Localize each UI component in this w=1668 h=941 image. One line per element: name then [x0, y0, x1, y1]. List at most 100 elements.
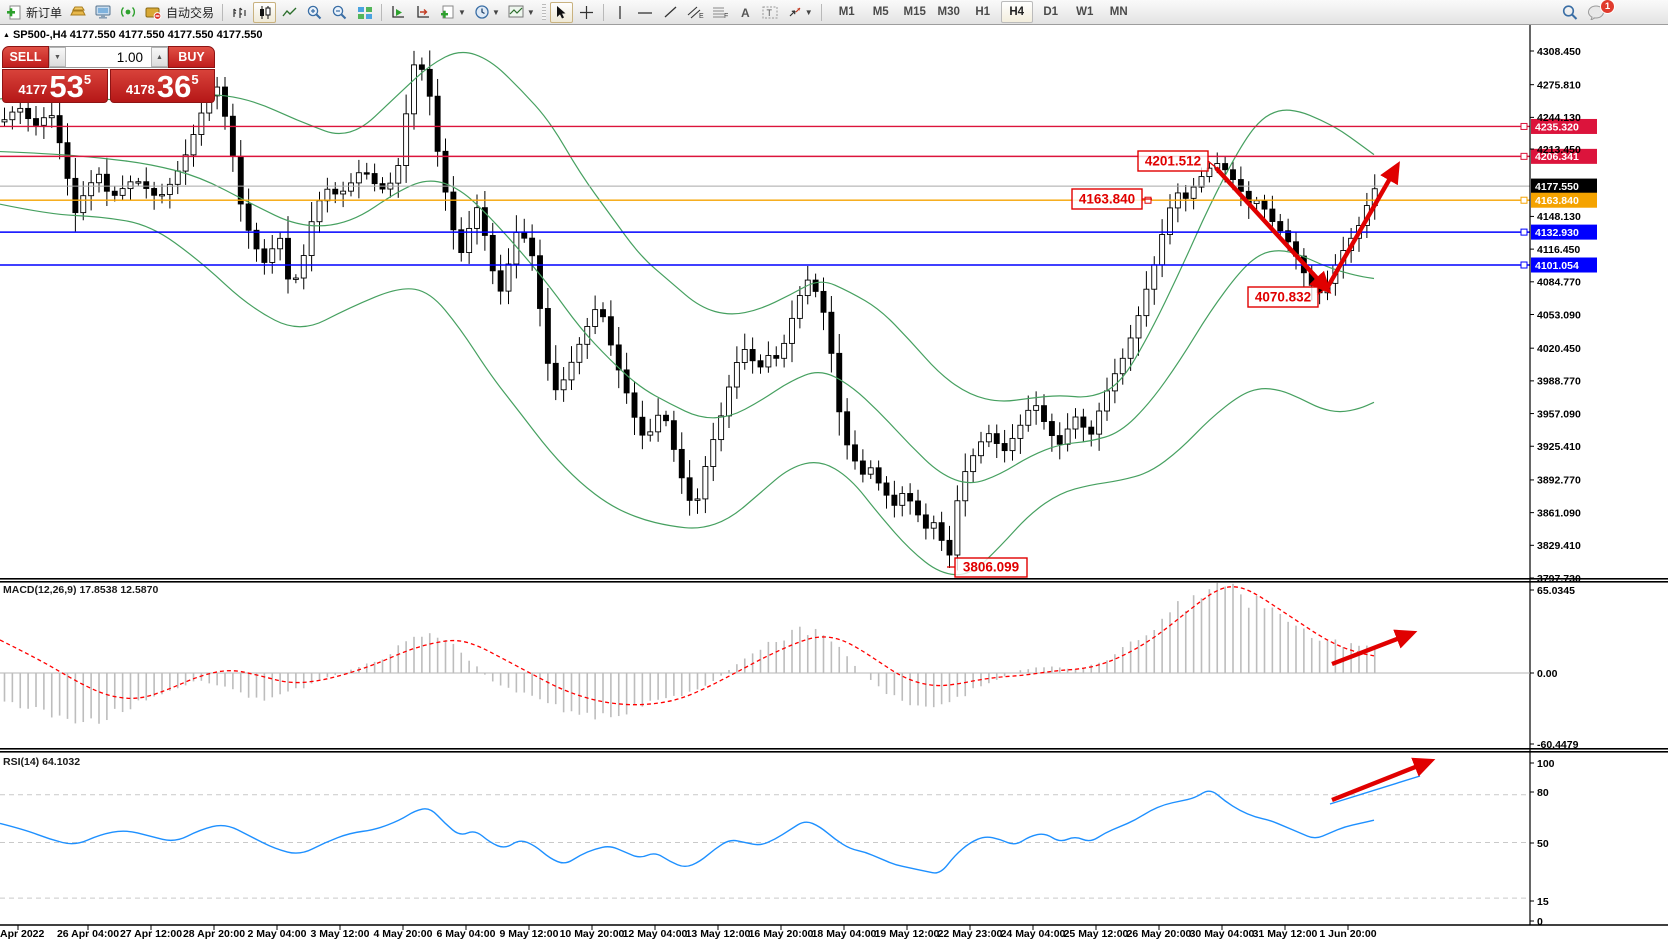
dropdown-caret-icon: ▼ [491, 7, 500, 17]
svg-text:4177.550: 4177.550 [1535, 181, 1579, 193]
time-axis-label: 4 May 20:00 [374, 928, 433, 940]
volume-decrease-button[interactable]: ▼ [49, 47, 66, 67]
buy-button[interactable]: BUY [168, 46, 215, 68]
pane-splitter[interactable] [0, 581, 1668, 583]
buy-price-integer: 4178 [125, 82, 155, 97]
text-icon: A [741, 6, 750, 19]
price-annotation-box[interactable] [954, 557, 1028, 578]
timeframe-w1[interactable]: W1 [1076, 6, 1094, 18]
price-annotation-box[interactable] [1247, 286, 1319, 308]
line-handle[interactable] [1144, 196, 1152, 204]
pane-splitter[interactable] [0, 751, 1668, 753]
price-badge [1531, 118, 1597, 134]
rsi-tick-label: 100 [1537, 758, 1555, 770]
macd-histogram [3, 582, 1376, 724]
plot-region[interactable] [0, 50, 1378, 576]
time-axis-label: 13 May 12:00 [686, 928, 751, 940]
timeframe-h1[interactable]: H1 [975, 6, 991, 18]
trendline-icon [664, 6, 677, 18]
chart-canvas[interactable]: 4235.320 4206.341 4177.550 4163.840 4132.930… [0, 25, 1668, 941]
volume-value[interactable]: 1.00 [116, 49, 143, 65]
line-handle[interactable] [1520, 152, 1528, 160]
auto-scroll-button[interactable] [387, 2, 410, 23]
trend-arrow[interactable] [1331, 757, 1436, 803]
timeframe-h4[interactable]: H4 [1000, 1, 1033, 23]
time-axis-label: 19 May 12:00 [875, 928, 940, 940]
price-badge [1531, 192, 1597, 208]
timeframe-d1[interactable]: D1 [1043, 6, 1059, 18]
rsi-line [0, 790, 1375, 874]
timeframe-m15[interactable]: M15 [903, 6, 926, 18]
trend-arrow[interactable] [1214, 166, 1332, 294]
volume-increase-button[interactable]: ▲ [151, 47, 168, 67]
auto-trading-icon [145, 7, 162, 20]
monitor-icon [95, 5, 111, 19]
rsi-trendline[interactable] [1329, 775, 1421, 805]
arrows-tool[interactable]: ▼ [784, 2, 816, 23]
sell-price-pip: 5 [83, 72, 92, 87]
zoom-in-icon [307, 5, 322, 20]
zoom-out-button[interactable] [328, 2, 351, 23]
timeframe-m1[interactable]: M1 [838, 6, 855, 18]
line-chart-mode-button[interactable] [278, 2, 301, 23]
toolbar-separator [381, 3, 383, 21]
label-tool[interactable]: T [759, 2, 782, 23]
price-tick-label: 3988.770 [1537, 376, 1581, 388]
timeframe-m30[interactable]: M30 [937, 6, 960, 18]
sell-price-panel[interactable]: 4177 53 5 [2, 69, 108, 103]
macd-indicator-label: MACD(12,26,9) 17.8538 12.5870 [3, 584, 158, 596]
horizontal-line-tool[interactable] [634, 2, 657, 23]
new-order-button[interactable]: 新订单 [3, 2, 65, 23]
price-annotation-box[interactable] [1137, 150, 1209, 172]
price-tick-label: 4084.770 [1537, 277, 1581, 289]
macd-tick-label: 65.0345 [1537, 585, 1575, 597]
candlestick-mode-button[interactable] [253, 1, 277, 23]
zoom-in-button[interactable] [303, 2, 326, 23]
pane-splitter[interactable] [0, 748, 1668, 750]
buy-price-panel[interactable]: 4178 36 5 [109, 69, 215, 104]
price-annotation-box[interactable] [1071, 188, 1143, 210]
new-chart-button[interactable]: ▼ [437, 2, 469, 23]
cursor-tool-button[interactable] [549, 1, 573, 23]
bar-chart-mode-button[interactable] [228, 2, 251, 23]
line-handle[interactable] [1520, 261, 1528, 269]
search-button[interactable] [1558, 2, 1582, 23]
notifications-button[interactable]: 1 [1584, 0, 1615, 23]
fibonacci-tool[interactable]: F [709, 2, 732, 23]
pane-splitter[interactable] [0, 578, 1668, 580]
zoom-out-icon [332, 5, 347, 20]
periods-button[interactable]: ▼ [471, 2, 503, 23]
text-tool[interactable]: A [734, 2, 757, 23]
time-axis-label: 31 May 12:00 [1253, 928, 1318, 940]
signals-button[interactable] [117, 2, 140, 23]
templates-button[interactable]: ▼ [505, 2, 538, 23]
svg-text:4132.930: 4132.930 [1535, 227, 1579, 239]
timeframe-m5[interactable]: M5 [872, 6, 889, 18]
line-handle[interactable] [1520, 122, 1528, 130]
trend-arrow[interactable] [1331, 629, 1418, 667]
chart-shift-button[interactable] [412, 2, 435, 23]
buy-price-big-digits: 36 [156, 69, 192, 104]
bb-middle-band [0, 150, 1375, 484]
vertical-line-tool[interactable] [609, 2, 632, 23]
chart-area[interactable]: 4235.320 4206.341 4177.550 4163.840 4132.930… [0, 25, 1668, 941]
trendline-tool[interactable] [659, 2, 682, 23]
macd-signal-line [0, 586, 1375, 706]
price-tick-label: 3957.090 [1537, 408, 1581, 420]
trend-arrow[interactable] [1324, 161, 1400, 292]
line-handle[interactable] [1520, 196, 1528, 204]
sell-button[interactable]: SELL [2, 46, 49, 68]
terminal-button[interactable] [92, 2, 115, 23]
new-chart-icon [441, 5, 454, 18]
price-tick-label: 3892.770 [1537, 475, 1581, 487]
channel-tool[interactable]: E [684, 2, 707, 23]
timeframe-mn[interactable]: MN [1109, 6, 1128, 18]
deposit-button[interactable] [67, 2, 90, 23]
svg-text:4206.341: 4206.341 [1535, 151, 1579, 163]
tile-windows-button[interactable] [353, 2, 376, 23]
crosshair-tool-button[interactable] [575, 2, 598, 23]
svg-text:4163.840: 4163.840 [1535, 195, 1579, 207]
time-axis-label: 10 May 20:00 [560, 928, 625, 940]
auto-trading-button[interactable]: 自动交易 [142, 2, 217, 23]
line-handle[interactable] [1520, 228, 1528, 236]
